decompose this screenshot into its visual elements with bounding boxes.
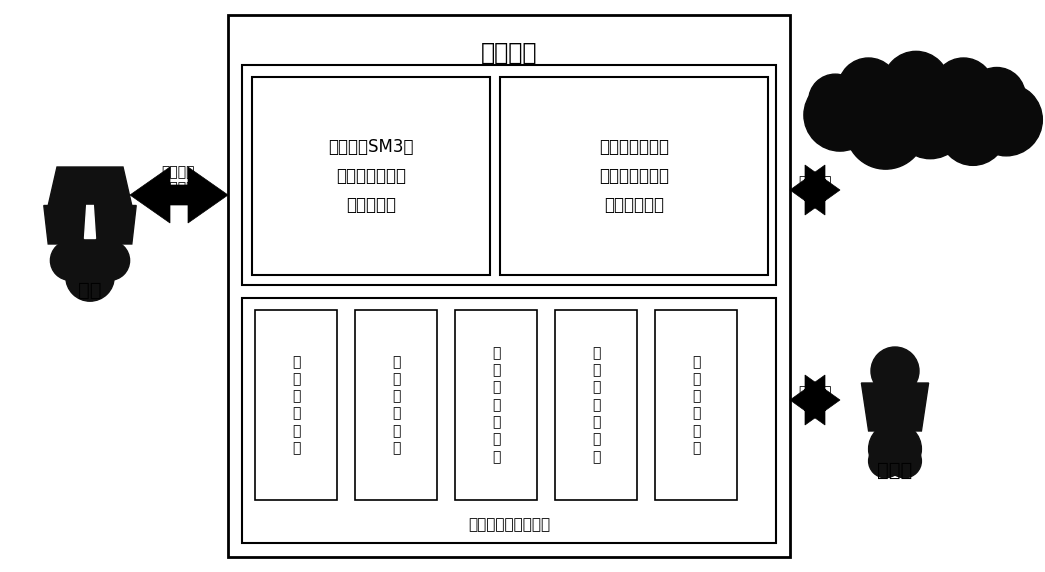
Bar (252, 77, 490, 275)
Polygon shape (44, 205, 95, 244)
Text: 服
务
资
源
管
理: 服 务 资 源 管 理 (392, 355, 400, 455)
Circle shape (933, 58, 994, 119)
Circle shape (50, 241, 90, 280)
Circle shape (970, 84, 1042, 156)
Bar (500, 77, 768, 275)
Text: 身份认证
访问控制: 身份认证 访问控制 (161, 165, 194, 195)
Circle shape (804, 79, 876, 151)
Text: 接入内网: 接入内网 (798, 175, 832, 189)
Polygon shape (48, 167, 132, 205)
Text: 基于密文访问控
制机制的跳变全
周期管控模块: 基于密文访问控 制机制的跳变全 周期管控模块 (599, 138, 669, 214)
Polygon shape (85, 205, 95, 239)
Bar (242, 298, 776, 543)
Text: 端
信
息
跳
变
管
理: 端 信 息 跳 变 管 理 (591, 346, 600, 464)
Circle shape (845, 89, 926, 169)
Circle shape (939, 99, 1006, 165)
Circle shape (838, 58, 899, 119)
Text: 全
局
视
图
管
理: 全 局 视 图 管 理 (692, 355, 700, 455)
Text: 基于国密SM3杂
凑算法的跳变地
址生成模块: 基于国密SM3杂 凑算法的跳变地 址生成模块 (328, 138, 414, 214)
Text: 管理员: 管理员 (878, 460, 912, 479)
Circle shape (868, 423, 922, 475)
Bar (255, 310, 336, 500)
Circle shape (809, 74, 862, 128)
Bar (555, 310, 637, 500)
Circle shape (870, 347, 919, 395)
Text: 综合管理与展示平台: 综合管理与展示平台 (468, 518, 550, 533)
Circle shape (66, 253, 114, 301)
Circle shape (868, 444, 902, 478)
Polygon shape (85, 205, 136, 244)
Circle shape (895, 86, 967, 158)
Bar (355, 310, 437, 500)
Text: 端
属
性
信
息
管
理: 端 属 性 信 息 管 理 (492, 346, 501, 464)
Text: 用
户
信
息
管
理: 用 户 信 息 管 理 (292, 355, 300, 455)
Text: 总控中心: 总控中心 (481, 41, 537, 65)
Bar (228, 15, 790, 557)
Circle shape (969, 67, 1025, 125)
Circle shape (888, 444, 922, 478)
Polygon shape (790, 165, 840, 215)
Circle shape (90, 241, 130, 280)
Polygon shape (130, 167, 228, 223)
Polygon shape (62, 211, 118, 257)
Polygon shape (790, 375, 840, 425)
Polygon shape (861, 383, 929, 431)
Bar (242, 65, 776, 285)
Text: 用户: 用户 (78, 280, 101, 300)
Circle shape (883, 51, 949, 118)
Bar (455, 310, 537, 500)
Bar (655, 310, 737, 500)
Text: 专用端口: 专用端口 (798, 385, 832, 399)
